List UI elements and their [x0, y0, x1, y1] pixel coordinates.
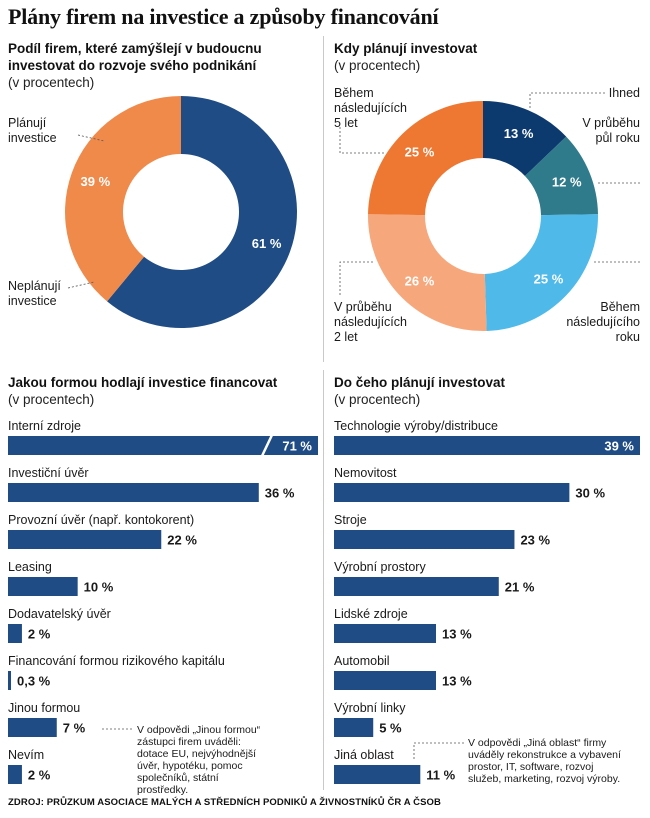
- main-title: Plány firem na investice a způsoby finan…: [8, 4, 439, 29]
- donut1-slice-1: [64, 96, 181, 302]
- bars2-bar-7: [334, 765, 421, 784]
- bars2-bar-1: [334, 483, 570, 502]
- donut2-label-0: Ihned: [609, 86, 640, 100]
- bars2-title: Do čeho plánují investovat: [334, 375, 506, 390]
- bars2-bar-6: [334, 718, 374, 737]
- bars1-value-label-1: 36 %: [265, 486, 295, 501]
- donut1-subtitle: (v procentech): [8, 75, 95, 90]
- bars1-category-0: Interní zdroje: [8, 419, 81, 433]
- donut1-value-label-0: 61 %: [252, 236, 282, 251]
- donut2-value-label-2: 25 %: [534, 271, 564, 286]
- bars2-value-label-7: 11 %: [426, 768, 455, 783]
- donut1-leader-0: [77, 134, 105, 142]
- bars2-value-label-2: 23 %: [520, 533, 550, 548]
- donut1-label-1: Neplánují investice: [8, 279, 61, 308]
- donut2-leader-0: [529, 92, 605, 108]
- donut2-value-label-1: 12 %: [552, 175, 582, 190]
- bars1-value-label-4: 2 %: [28, 627, 51, 642]
- bars2-value-label-4: 13 %: [442, 627, 472, 642]
- bars2-value-label-0: 39 %: [604, 439, 634, 454]
- bars2-value-label-5: 13 %: [442, 674, 472, 689]
- donut2-value-label-4: 25 %: [405, 145, 435, 160]
- bars2-bar-0: [334, 436, 640, 455]
- donut2-leader-4: [339, 127, 385, 154]
- donut2-slice-4: [368, 101, 483, 216]
- bars2-value-label-6: 5 %: [379, 721, 402, 736]
- bars1-value-label-7: 2 %: [28, 768, 51, 783]
- bars2-bar-2: [334, 530, 515, 549]
- donut2-value-label-0: 13 %: [504, 126, 534, 141]
- donut1-value-label-1: 39 %: [81, 174, 111, 189]
- bars2-bar-4: [334, 624, 436, 643]
- bars1-value-label-6: 7 %: [63, 721, 86, 736]
- bars1-subtitle: (v procentech): [8, 392, 95, 407]
- donut2-title: Kdy plánují investovat: [334, 41, 478, 56]
- bars2-category-2: Stroje: [334, 513, 367, 527]
- donut2-value-label-3: 26 %: [405, 273, 435, 288]
- panel-divider-top: [323, 36, 324, 362]
- bars2-category-6: Výrobní linky: [334, 701, 406, 715]
- bars1-category-1: Investiční úvěr: [8, 466, 89, 480]
- source-note: ZDROJ: PRŮZKUM ASOCIACE MALÝCH A STŘEDNÍ…: [8, 797, 441, 808]
- donut2-slice-1: [524, 136, 598, 216]
- bars1-bar-0: [8, 436, 318, 455]
- bars1-bar-6: [8, 718, 57, 737]
- donut2-label-3: V průběhu následujících 2 let: [334, 300, 407, 344]
- bars1-value-label-5: 0,3 %: [17, 674, 51, 689]
- bars2-category-1: Nemovitost: [334, 466, 397, 480]
- donut2-label-2: Během následujícího roku: [566, 300, 640, 344]
- bars2-value-label-3: 21 %: [505, 580, 535, 595]
- bars2-category-0: Technologie výroby/distribuce: [334, 419, 498, 433]
- bars2-bar-3: [334, 577, 499, 596]
- donut2-slice-3: [368, 214, 487, 331]
- bars2-bar-5: [334, 671, 436, 690]
- donut2-leader-3: [339, 261, 375, 295]
- donut2-label-4: Během následujících 5 let: [334, 86, 407, 130]
- bars2-value-label-1: 30 %: [575, 486, 605, 501]
- donut2-subtitle: (v procentech): [334, 58, 421, 73]
- bars1-category-3: Leasing: [8, 560, 52, 574]
- bars1-category-5: Financování formou rizikového kapitálu: [8, 654, 225, 668]
- bars1-category-7: Nevím: [8, 748, 44, 762]
- donut1-slice-0: [107, 96, 297, 329]
- bars1-bar-2: [8, 530, 162, 549]
- bars1-category-4: Dodavatelský úvěr: [8, 607, 111, 621]
- bars1-bar-4: [8, 624, 22, 643]
- bars2-category-7: Jiná oblast: [334, 748, 394, 762]
- donut1-leader-1: [67, 281, 95, 289]
- bars2-annotation: V odpovědi „Jiná oblast“ firmy uváděly re…: [468, 737, 621, 785]
- donut2-slice-2: [484, 214, 598, 331]
- bars1-bar-5: [8, 671, 11, 690]
- bars1-bar-3: [8, 577, 78, 596]
- bars2-subtitle: (v procentech): [334, 392, 421, 407]
- donut1-title: Podíl firem, které zamýšlejí v budoucnu …: [8, 41, 262, 73]
- bars1-bar-break-0: [260, 434, 274, 457]
- donut1-label-0: Plánují investice: [8, 116, 57, 145]
- donut2-label-1: V průběhu půl roku: [582, 116, 640, 145]
- bars2-category-5: Automobil: [334, 654, 390, 668]
- bars2-annotation-leader: [413, 742, 464, 760]
- panel-divider-bottom: [323, 370, 324, 790]
- bars1-value-label-0: 71 %: [282, 439, 312, 454]
- bars1-value-label-3: 10 %: [84, 580, 114, 595]
- bars2-category-4: Lidské zdroje: [334, 607, 408, 621]
- bars1-bar-7: [8, 765, 22, 784]
- bars1-title: Jakou formou hodlají investice financova…: [8, 375, 278, 390]
- bars1-annotation: V odpovědi „Jinou formou“ zástupci firem …: [137, 724, 261, 796]
- bars1-category-6: Jinou formou: [8, 701, 80, 715]
- donut2-slice-0: [483, 101, 567, 176]
- bars1-category-2: Provozní úvěr (např. kontokorent): [8, 513, 194, 527]
- bars1-bar-1: [8, 483, 259, 502]
- bars2-category-3: Výrobní prostory: [334, 560, 426, 574]
- bars1-value-label-2: 22 %: [167, 533, 197, 548]
